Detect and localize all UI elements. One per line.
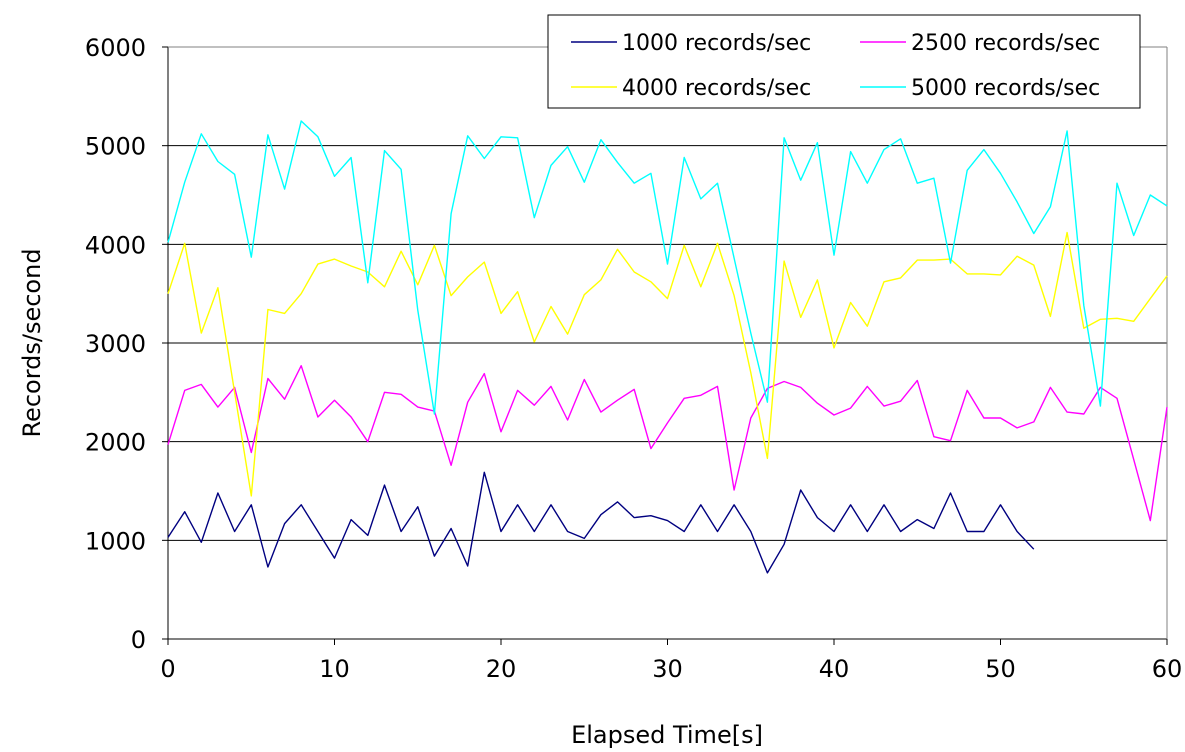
- y-tick-label: 3000: [85, 330, 146, 358]
- x-tick-label: 10: [319, 655, 350, 683]
- legend-label-4: 5000 records/sec: [911, 76, 1100, 101]
- y-tick-label: 6000: [85, 34, 146, 62]
- legend-label-2: 2500 records/sec: [911, 31, 1100, 56]
- legend: 1000 records/sec 2500 records/sec 4000 rec…: [547, 14, 1141, 109]
- legend-label-1: 1000 records/sec: [622, 31, 811, 56]
- y-tick-label: 0: [131, 626, 146, 654]
- legend-label-3: 4000 records/sec: [622, 76, 811, 101]
- x-axis-title: Elapsed Time[s]: [571, 721, 763, 749]
- x-tick-label: 30: [652, 655, 683, 683]
- x-tick-label: 0: [160, 655, 175, 683]
- y-tick-label: 2000: [85, 429, 146, 457]
- y-axis-title: Records/second: [18, 248, 46, 437]
- series-line-1: [167, 471, 1035, 574]
- legend-box: [547, 14, 1141, 109]
- x-tick-label: 40: [819, 655, 850, 683]
- series-line-3: [167, 231, 1168, 497]
- series-lines: [167, 120, 1168, 574]
- y-axis-ticks: 0 1000 2000 3000 4000 5000 6000: [85, 34, 168, 654]
- x-tick-label: 20: [486, 655, 517, 683]
- y-tick-label: 5000: [85, 133, 146, 161]
- y-tick-label: 1000: [85, 527, 146, 555]
- x-tick-label: 60: [1152, 655, 1183, 683]
- series-line-4: [167, 120, 1168, 415]
- x-axis-ticks: 0 10 20 30 40 50 60: [160, 639, 1182, 683]
- y-tick-label: 4000: [85, 231, 146, 259]
- x-tick-label: 50: [985, 655, 1016, 683]
- series-line-2: [167, 365, 1168, 522]
